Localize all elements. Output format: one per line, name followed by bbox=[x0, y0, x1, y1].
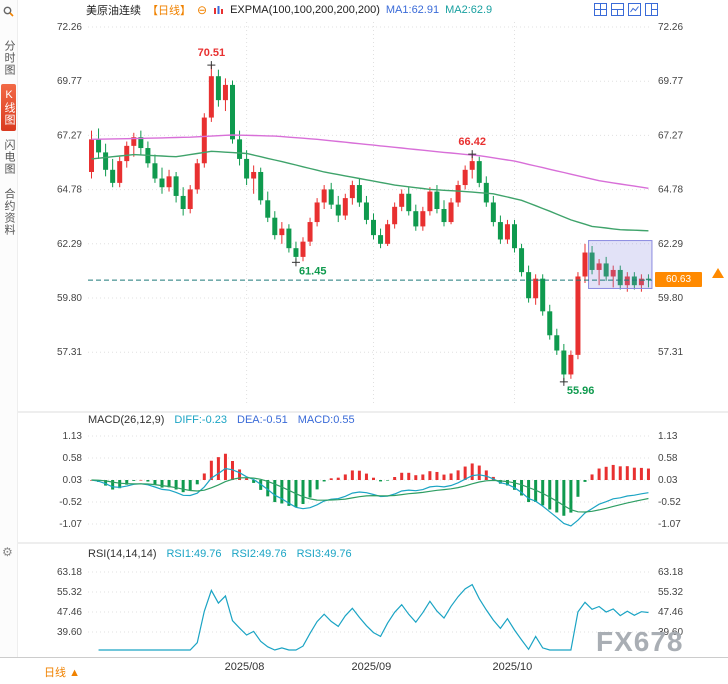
rsi-axis-label-right: 63.18 bbox=[658, 567, 683, 578]
price-axis-label-left: 59.80 bbox=[57, 293, 82, 304]
macd-axis-label-right: 1.13 bbox=[658, 431, 678, 442]
macd-axis-label-right: 0.03 bbox=[658, 475, 678, 486]
price-axis-label-right: 72.26 bbox=[658, 22, 683, 33]
macd-dea-value: DEA:-0.51 bbox=[237, 414, 288, 426]
period-tag[interactable]: 【日线】 bbox=[147, 5, 191, 17]
macd-axis-label-right: -1.07 bbox=[658, 519, 681, 530]
price-axis-label-left: 67.27 bbox=[57, 130, 82, 141]
ema_fast-line bbox=[91, 150, 649, 232]
price-annotation: 66.42 bbox=[458, 136, 486, 148]
sidebar-item-lightning[interactable]: 闪电图 bbox=[3, 139, 15, 175]
rsi-axis-label-left: 55.32 bbox=[57, 587, 82, 598]
price-axis-label-left: 57.31 bbox=[57, 347, 82, 358]
panel-layout-icon[interactable] bbox=[645, 3, 658, 16]
layout-toolbar bbox=[594, 3, 658, 16]
indicator-icon bbox=[213, 5, 224, 16]
expma-lines bbox=[91, 134, 649, 232]
macd-lines bbox=[91, 467, 649, 527]
chart-header: 美原油连续 【日线】 ⊖ EXPMA(100,100,200,200,200) … bbox=[86, 2, 492, 18]
price-axis-label-right: 62.29 bbox=[658, 239, 683, 250]
rsi-line bbox=[98, 583, 649, 651]
price-annotation: 61.45 bbox=[299, 265, 327, 277]
price-grid: 72.26 72.26 69.77 69.77 67.27 67.27 64.78 64.78… bbox=[57, 22, 683, 405]
rsi-label-row: RSI(14,14,14) RSI1:49.76 RSI2:49.76 RSI3… bbox=[88, 548, 352, 560]
x-axis-label: 2025/08 bbox=[224, 661, 265, 673]
rsi-axis-label-right: 47.46 bbox=[658, 607, 683, 618]
price-axis-label-left: 69.77 bbox=[57, 76, 82, 87]
macd-axis-label-right: -0.52 bbox=[658, 497, 681, 508]
macd-value: MACD:0.55 bbox=[297, 414, 355, 426]
sidebar: 分时图 K线图闪电图合约资料 ⚙ bbox=[0, 0, 18, 683]
macd-diff-value: DIFF:-0.23 bbox=[174, 414, 227, 426]
search-icon[interactable] bbox=[3, 4, 14, 22]
macd-label-row: MACD(26,12,9) DIFF:-0.23 DEA:-0.51 MACD:… bbox=[88, 414, 355, 426]
ma2-value: MA2:62.9 bbox=[445, 4, 493, 16]
rsi-axis-label-left: 47.46 bbox=[57, 607, 82, 618]
dea-line bbox=[91, 477, 649, 513]
macd-grid: 1.13 1.13 0.58 0.58 0.03 0.03 -0.52 -0.52 -1.07 -… bbox=[59, 431, 681, 530]
sidebar-item-timeshare[interactable]: 分时图 bbox=[3, 40, 15, 76]
rsi1-value: RSI1:49.76 bbox=[166, 548, 222, 560]
sidebar-item-contract-info[interactable]: 合约资料 bbox=[3, 188, 15, 236]
rsi-grid: 63.18 63.18 55.32 55.32 47.46 47.46 39.60 39.60 bbox=[57, 567, 683, 638]
indicator-label[interactable]: EXPMA(100,100,200,200,200) bbox=[230, 4, 380, 16]
rsi-title[interactable]: RSI(14,14,14) bbox=[88, 548, 157, 560]
price-axis-label-left: 72.26 bbox=[57, 22, 82, 33]
rsi-axis-label-left: 63.18 bbox=[57, 567, 82, 578]
price-axis-label-right: 67.27 bbox=[658, 130, 683, 141]
rsi-axis-label-right: 55.32 bbox=[658, 587, 683, 598]
rsi-axis-label-left: 39.60 bbox=[57, 627, 82, 638]
macd-axis-label-left: 0.58 bbox=[63, 453, 83, 464]
price-axis-label-right: 69.77 bbox=[658, 76, 683, 87]
grid-layout-icon[interactable] bbox=[594, 3, 607, 16]
macd-axis-label-left: 0.03 bbox=[63, 475, 83, 486]
price-axis-label-right: 59.80 bbox=[658, 293, 683, 304]
macd-axis-label-left: 1.13 bbox=[63, 431, 83, 442]
rsi3-value: RSI3:49.76 bbox=[296, 548, 352, 560]
sidebar-item-kline[interactable]: K线图 bbox=[1, 84, 16, 131]
period-selector[interactable]: 日线 ▲ bbox=[44, 667, 80, 679]
price-axis-label-right: 57.31 bbox=[658, 347, 683, 358]
ema_slow-line bbox=[91, 134, 649, 189]
price-annotation: 70.51 bbox=[198, 47, 226, 59]
macd-histogram bbox=[90, 453, 650, 516]
candles bbox=[89, 65, 651, 382]
watermark: FX678 bbox=[596, 626, 684, 657]
x-axis-label: 2025/09 bbox=[351, 661, 392, 673]
selection-box bbox=[588, 240, 653, 289]
collapse-icon[interactable]: ⊖ bbox=[197, 3, 208, 17]
diff-line bbox=[91, 467, 649, 527]
x-axis-label: 2025/10 bbox=[492, 661, 533, 673]
rsi2-value: RSI2:49.76 bbox=[231, 548, 287, 560]
ma1-value: MA1:62.91 bbox=[385, 4, 440, 16]
instrument-title: 美原油连续 bbox=[86, 5, 141, 17]
current-price-tag: 60.63 bbox=[655, 272, 702, 288]
macd-axis-label-left: -0.52 bbox=[59, 497, 82, 508]
price-axis-label-right: 64.78 bbox=[658, 185, 683, 196]
chart-panel-icon[interactable] bbox=[628, 3, 641, 16]
rsi-axis-label-right: 39.60 bbox=[658, 627, 683, 638]
sidebar-items: 分时图 K线图闪电图合约资料 bbox=[1, 32, 16, 236]
price-marks: 70.51 66.42 61.45 55.96 bbox=[198, 47, 595, 397]
rsi-lines bbox=[98, 583, 649, 651]
split-view-icon[interactable] bbox=[611, 3, 624, 16]
macd-axis-label-left: -1.07 bbox=[59, 519, 82, 530]
macd-axis-label-right: 0.58 bbox=[658, 453, 678, 464]
price-axis-label-left: 64.78 bbox=[57, 185, 82, 196]
settings-gear-icon[interactable]: ⚙ bbox=[2, 545, 13, 559]
macd-title[interactable]: MACD(26,12,9) bbox=[88, 414, 165, 426]
latest-price-arrow-icon[interactable] bbox=[712, 268, 724, 278]
price-axis-label-left: 62.29 bbox=[57, 239, 82, 250]
price-annotation: 55.96 bbox=[567, 385, 595, 397]
bottom-bar: 日线 ▲ 2025/08 2025/09 2025/10 bbox=[0, 657, 728, 684]
